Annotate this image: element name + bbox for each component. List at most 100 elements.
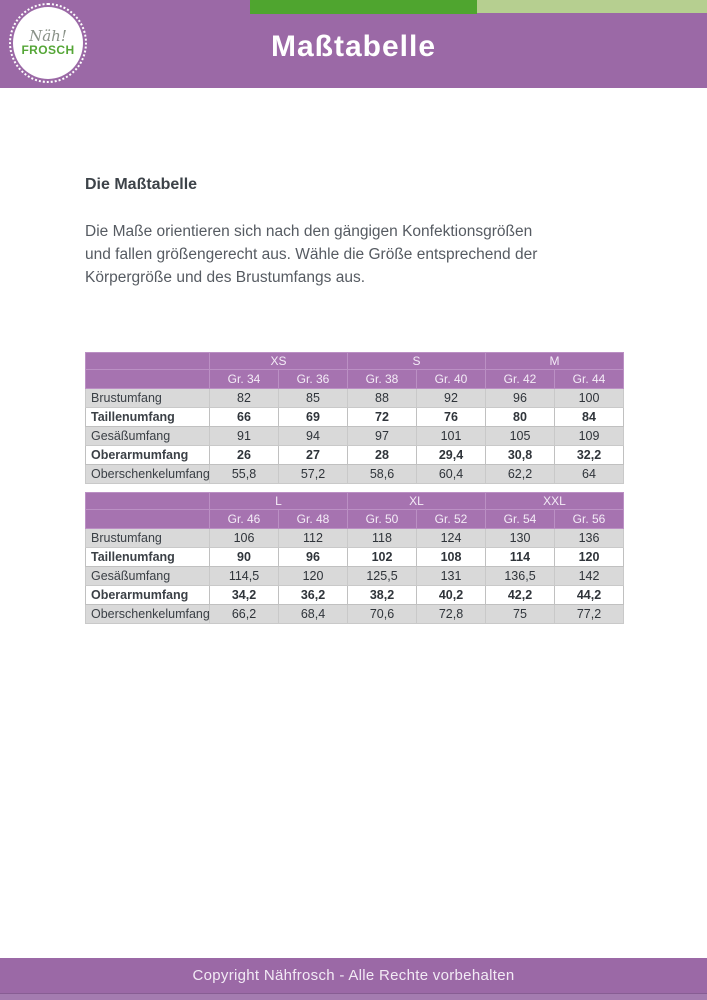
table-corner-cell [85,509,210,529]
measure-value: 57,2 [278,464,348,484]
size-group-header: S [347,352,486,370]
measurement-table: L XL XXL Gr. 46 Gr. 48 Gr. 50 Gr. 52 Gr. 54 Gr. … [85,492,624,624]
measure-value: 136 [554,528,624,548]
naehfrosch-logo: Näh! FROSCH [9,3,87,83]
table-corner-cell [85,492,210,510]
size-table-l-xl-xxl: L XL XXL Gr. 46 Gr. 48 Gr. 50 Gr. 52 Gr. 54 Gr. … [85,492,624,624]
measure-value: 101 [416,426,486,446]
measure-value: 92 [416,388,486,408]
measure-value: 114 [485,547,555,567]
measure-value: 29,4 [416,445,486,465]
measure-value: 125,5 [347,566,417,586]
measure-value: 136,5 [485,566,555,586]
measure-label: Oberschenkelumfang [85,464,210,484]
measure-value: 106 [209,528,279,548]
size-table-xs-s-m: XS S M Gr. 34 Gr. 36 Gr. 38 Gr. 40 Gr. 42 Gr. 44… [85,352,624,484]
measure-value: 66 [209,407,279,427]
measure-value: 102 [347,547,417,567]
measure-value: 44,2 [554,585,624,605]
size-column-header: Gr. 38 [347,369,417,389]
measure-label: Oberarmumfang [85,445,210,465]
measure-value: 27 [278,445,348,465]
measure-value: 118 [347,528,417,548]
logo-script-text: Näh! [29,27,67,45]
size-column-header: Gr. 50 [347,509,417,529]
size-group-header: XS [209,352,348,370]
table-row: Taillenumfang 90 96 102 108 114 120 [85,547,624,567]
paragraph-line: Die Maße orientieren sich nach den gängi… [85,223,533,240]
measure-value: 40,2 [416,585,486,605]
size-column-header: Gr. 34 [209,369,279,389]
size-column-header: Gr. 36 [278,369,348,389]
size-group-header: L [209,492,348,510]
measure-value: 105 [485,426,555,446]
measure-value: 32,2 [554,445,624,465]
measure-value: 76 [416,407,486,427]
page-header: Näh! FROSCH Maßtabelle [0,0,707,88]
table-corner-cell [85,369,210,389]
measure-value: 72,8 [416,604,486,624]
measure-value: 108 [416,547,486,567]
size-column-header: Gr. 56 [554,509,624,529]
measure-value: 26 [209,445,279,465]
measure-value: 112 [278,528,348,548]
footer-bottom-strip [0,993,707,1000]
measure-value: 120 [554,547,624,567]
table-row: Oberschenkelumfang 66,2 68,4 70,6 72,8 75 77,2 [85,604,624,624]
measure-value: 64 [554,464,624,484]
table-row: Gesäßumfang 91 94 97 101 105 109 [85,426,624,446]
measure-value: 131 [416,566,486,586]
paragraph-line: Körpergröße und des Brustumfangs aus. [85,269,366,286]
table-row: Taillenumfang 66 69 72 76 80 84 [85,407,624,427]
measure-value: 94 [278,426,348,446]
size-column-header: Gr. 54 [485,509,555,529]
size-column-header: Gr. 52 [416,509,486,529]
table-row: Gesäßumfang 114,5 120 125,5 131 136,5 142 [85,566,624,586]
measure-value: 85 [278,388,348,408]
size-group-header: M [485,352,624,370]
measure-value: 42,2 [485,585,555,605]
page-title: Maßtabelle [270,30,437,63]
section-heading: Die Maßtabelle [85,176,198,193]
measure-value: 60,4 [416,464,486,484]
measurement-table: XS S M Gr. 34 Gr. 36 Gr. 38 Gr. 40 Gr. 42 Gr. 44… [85,352,624,484]
table-row: Brustumfang 82 85 88 92 96 100 [85,388,624,408]
size-column-header: Gr. 44 [554,369,624,389]
measure-label: Oberschenkelumfang [85,604,210,624]
measure-value: 70,6 [347,604,417,624]
table-row: Brustumfang 106 112 118 124 130 136 [85,528,624,548]
size-column-header: Gr. 40 [416,369,486,389]
size-group-header: XXL [485,492,624,510]
copyright-text: Copyright Nähfrosch - Alle Rechte vorbeh… [192,967,515,984]
measure-value: 36,2 [278,585,348,605]
table-row: Oberschenkelumfang 55,8 57,2 58,6 60,4 62,2 64 [85,464,624,484]
measure-value: 109 [554,426,624,446]
measure-value: 34,2 [209,585,279,605]
measure-value: 77,2 [554,604,624,624]
accent-bar-light-green [477,0,707,13]
measure-value: 28 [347,445,417,465]
measure-value: 88 [347,388,417,408]
measure-value: 72 [347,407,417,427]
table-row: Oberarmumfang 26 27 28 29,4 30,8 32,2 [85,445,624,465]
measure-label: Taillenumfang [85,407,210,427]
measure-value: 62,2 [485,464,555,484]
measure-value: 124 [416,528,486,548]
measure-value: 91 [209,426,279,446]
measure-label: Oberarmumfang [85,585,210,605]
size-column-header: Gr. 48 [278,509,348,529]
measure-value: 66,2 [209,604,279,624]
size-column-header: Gr. 46 [209,509,279,529]
measure-value: 75 [485,604,555,624]
table-corner-cell [85,352,210,370]
measure-label: Brustumfang [85,528,210,548]
measure-label: Taillenumfang [85,547,210,567]
measure-value: 68,4 [278,604,348,624]
measure-value: 58,6 [347,464,417,484]
measure-value: 96 [485,388,555,408]
measure-value: 90 [209,547,279,567]
page-footer: Copyright Nähfrosch - Alle Rechte vorbeh… [0,958,707,1000]
measure-value: 82 [209,388,279,408]
table-row: Oberarmumfang 34,2 36,2 38,2 40,2 42,2 44,2 [85,585,624,605]
